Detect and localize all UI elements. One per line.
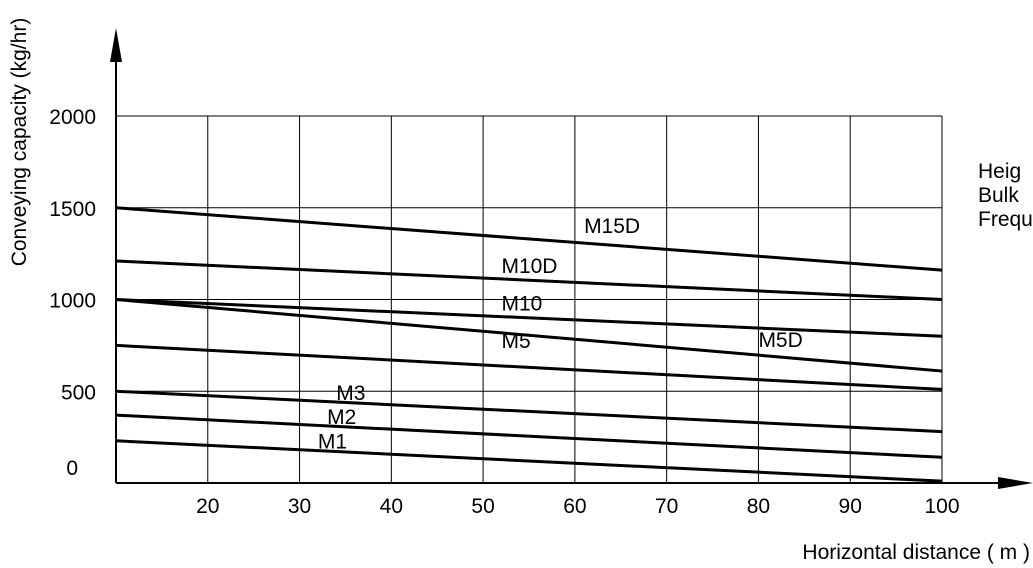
y-axis-arrow-icon [110,28,122,62]
series-line-m5d [115,298,943,373]
series-label-m1: M1 [318,431,347,454]
series-line-m10d [115,259,943,301]
x-tick-20: 20 [196,495,219,518]
series-line-m5 [115,343,943,391]
series-line-m15d [115,206,943,272]
series-line-m1 [115,439,943,483]
series-label-m2: M2 [327,406,356,429]
grid [116,115,943,483]
side-note-2: Bulk [978,184,1019,207]
series-label-m15d: M15D [584,215,640,238]
y-axis-title: Conveying capacity (kg/hr) [8,18,31,267]
x-tick-80: 80 [747,495,770,518]
side-note-1: Heig [978,160,1021,183]
series-line-m3 [115,389,943,434]
y-tick-500: 500 [61,381,96,404]
x-tick-60: 60 [563,495,586,518]
x-tick-100: 100 [924,495,959,518]
series-label-m3: M3 [336,382,365,405]
series-label-m10: M10 [501,293,542,316]
x-tick-90: 90 [839,495,862,518]
series-lines [115,206,943,483]
series-line-m10 [115,298,943,338]
x-axis-title: Horizontal distance ( m ) [802,541,1030,564]
y-tick-0: 0 [66,457,78,480]
series-label-m5d: M5D [758,329,802,352]
x-tick-50: 50 [471,495,494,518]
x-axis-arrow-icon [998,477,1033,489]
y-tick-1500: 1500 [49,198,96,221]
series-label-m10d: M10D [501,255,557,278]
x-tick-70: 70 [655,495,678,518]
series-label-m5: M5 [501,330,530,353]
axes [110,28,1033,489]
x-tick-30: 30 [288,495,311,518]
series-line-m2 [115,413,943,459]
side-note-3: Frequ [978,208,1033,231]
y-tick-1000: 1000 [49,290,96,313]
y-tick-2000: 2000 [49,106,96,129]
x-tick-40: 40 [380,495,403,518]
